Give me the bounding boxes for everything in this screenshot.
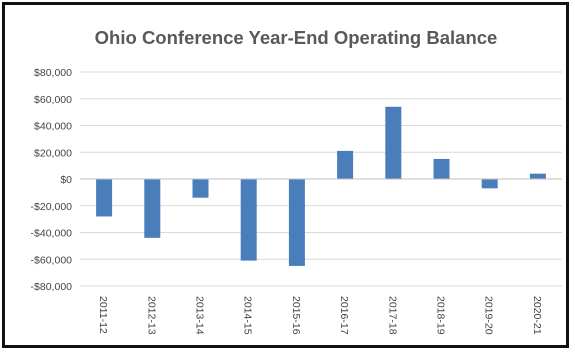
x-tick-label: 2020-21 bbox=[531, 296, 543, 335]
bar-2015-16 bbox=[288, 179, 305, 266]
bar-2020-21 bbox=[529, 173, 546, 179]
chart-title: Ohio Conference Year-End Operating Balan… bbox=[95, 27, 498, 48]
bar-2013-14 bbox=[192, 179, 209, 198]
y-axis-tick-labels: $80,000 $60,000 $40,000 $20,000 $0 -$20,000 -$… bbox=[31, 67, 73, 293]
x-axis-tick-labels: 2011-12 2012-13 2013-14 2014-15 2015-16 2016-… bbox=[97, 296, 543, 335]
bar-2019-20 bbox=[481, 179, 498, 189]
bar-2016-17 bbox=[337, 150, 354, 179]
y-tick-label: $80,000 bbox=[34, 67, 72, 79]
x-tick-label: 2011-12 bbox=[97, 296, 109, 334]
bar-2018-19 bbox=[433, 158, 450, 179]
x-tick-label: 2019-20 bbox=[483, 296, 495, 335]
x-tick-label: 2017-18 bbox=[386, 296, 398, 335]
x-tick-label: 2015-16 bbox=[290, 296, 302, 335]
x-tick-label: 2016-17 bbox=[338, 296, 350, 335]
y-tick-label: -$80,000 bbox=[31, 281, 73, 293]
chart-frame bbox=[2, 2, 569, 348]
x-tick-label: 2018-19 bbox=[435, 296, 447, 335]
y-tick-label: -$40,000 bbox=[31, 228, 73, 240]
y-tick-label: $60,000 bbox=[34, 94, 72, 106]
gridlines bbox=[80, 71, 562, 287]
y-tick-label: $40,000 bbox=[34, 121, 72, 133]
x-tick-label: 2014-15 bbox=[242, 296, 254, 335]
bar-2011-12 bbox=[96, 179, 113, 217]
bar-2017-18 bbox=[385, 106, 402, 179]
x-tick-label: 2012-13 bbox=[145, 296, 157, 335]
bars bbox=[96, 106, 546, 266]
bar-2012-13 bbox=[144, 179, 161, 238]
bar-2014-15 bbox=[240, 179, 257, 261]
y-tick-label: -$60,000 bbox=[31, 254, 73, 266]
x-tick-label: 2013-14 bbox=[194, 296, 206, 335]
y-tick-label: $0 bbox=[60, 174, 72, 186]
y-tick-label: $20,000 bbox=[34, 147, 72, 159]
y-tick-label: -$20,000 bbox=[31, 201, 73, 213]
